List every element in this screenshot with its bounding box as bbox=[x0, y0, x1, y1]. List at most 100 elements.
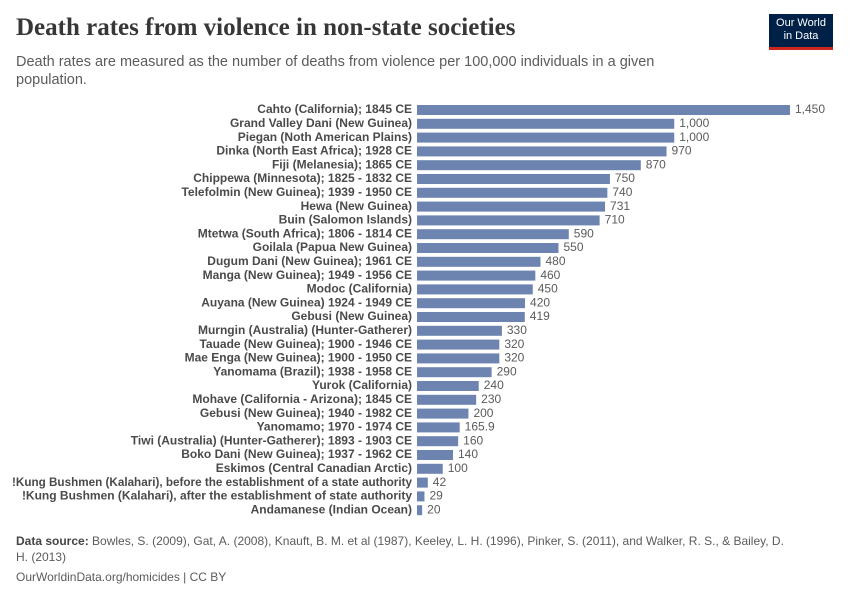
category-label: Gebusi (New Guinea); 1940 - 1982 CE bbox=[200, 406, 412, 420]
category-label: Piegan (Noth American Plains) bbox=[238, 130, 412, 144]
category-label: Yanomamo; 1970 - 1974 CE bbox=[257, 420, 412, 434]
bar bbox=[417, 381, 479, 391]
category-label: Murngin (Australia) (Hunter-Gatherer) bbox=[198, 323, 412, 337]
category-label: Manga (New Guinea); 1949 - 1956 CE bbox=[203, 268, 412, 282]
value-label: 710 bbox=[605, 213, 625, 227]
category-label: Goilala (Papua New Guinea) bbox=[253, 240, 412, 254]
value-label: 320 bbox=[504, 351, 524, 365]
category-label: Boko Dani (New Guinea); 1937 - 1962 CE bbox=[181, 447, 412, 461]
value-label: 20 bbox=[427, 502, 441, 516]
value-label: 870 bbox=[646, 157, 666, 171]
bar bbox=[417, 463, 443, 474]
value-label: 140 bbox=[458, 447, 478, 461]
bar bbox=[417, 477, 428, 488]
value-label: 731 bbox=[610, 199, 630, 213]
logo-text: in Data bbox=[783, 30, 819, 42]
bar bbox=[417, 105, 790, 115]
value-label: 550 bbox=[563, 240, 583, 254]
value-label: 1,450 bbox=[795, 102, 825, 116]
value-label: 165.9 bbox=[465, 420, 495, 434]
source-label: Data source: bbox=[16, 534, 89, 548]
footer-link[interactable]: OurWorldinData.org/homicides | CC BY bbox=[16, 570, 227, 584]
source: Data source: Bowles, S. (2009), Gat, A. … bbox=[16, 533, 796, 565]
bar bbox=[417, 436, 459, 447]
source-text: Bowles, S. (2009), Gat, A. (2008), Knauf… bbox=[16, 534, 784, 564]
value-label: 240 bbox=[484, 378, 504, 392]
category-label: Hewa (New Guinea) bbox=[301, 199, 412, 213]
category-label: Tauade (New Guinea); 1900 - 1946 CE bbox=[199, 337, 412, 351]
bar bbox=[417, 215, 600, 226]
bar bbox=[417, 450, 454, 460]
category-label: Chippewa (Minnesota); 1825 - 1832 CE bbox=[193, 171, 412, 185]
bar bbox=[417, 339, 500, 350]
category-label: Modoc (California) bbox=[307, 282, 412, 296]
bar bbox=[417, 160, 641, 171]
bar bbox=[417, 394, 477, 405]
value-label: 100 bbox=[448, 461, 468, 475]
value-label: 320 bbox=[504, 337, 524, 351]
bar bbox=[417, 491, 425, 502]
value-label: 460 bbox=[540, 268, 560, 282]
logo[interactable]: Our World in Data bbox=[769, 14, 833, 50]
bar bbox=[417, 298, 526, 309]
value-label: 480 bbox=[545, 254, 565, 268]
category-label: Andamanese (Indian Ocean) bbox=[251, 502, 412, 516]
value-label: 970 bbox=[672, 144, 692, 158]
category-label: Mtetwa (South Africa); 1806 - 1814 CE bbox=[198, 226, 412, 240]
value-label: 29 bbox=[429, 489, 443, 503]
bar bbox=[417, 229, 569, 240]
chart-title: Death rates from violence in non-state s… bbox=[16, 14, 516, 41]
bar bbox=[417, 187, 608, 198]
category-label: Mohave (California - Arizona); 1845 CE bbox=[192, 392, 412, 406]
category-label: Auyana (New Guinea) 1924 - 1949 CE bbox=[201, 295, 412, 309]
category-label: Tiwi (Australia) (Hunter-Gatherer); 1893… bbox=[131, 433, 412, 447]
bar bbox=[417, 422, 460, 433]
bar bbox=[417, 505, 423, 516]
value-label: 330 bbox=[507, 323, 527, 337]
value-label: 1,000 bbox=[679, 130, 709, 144]
value-label: 200 bbox=[473, 406, 493, 420]
bar bbox=[417, 174, 610, 184]
bar bbox=[417, 146, 667, 157]
category-label: Mae Enga (New Guinea); 1900 - 1950 CE bbox=[185, 351, 412, 365]
category-label: Buin (Salomon Islands) bbox=[279, 213, 412, 227]
value-label: 590 bbox=[574, 226, 594, 240]
chart: Cahto (California); 1845 CE 1,450 Grand Va… bbox=[12, 102, 825, 516]
category-label: Yurok (California) bbox=[312, 378, 412, 392]
value-label: 420 bbox=[530, 295, 550, 309]
category-label: Eskimos (Central Canadian Arctic) bbox=[216, 461, 412, 475]
value-label: 160 bbox=[463, 433, 483, 447]
value-label: 740 bbox=[612, 185, 632, 199]
category-label: Telefolmin (New Guinea); 1939 - 1950 CE bbox=[181, 185, 412, 199]
category-label: Cahto (California); 1845 CE bbox=[257, 102, 412, 116]
bar bbox=[417, 132, 675, 143]
bar bbox=[417, 243, 559, 253]
bar bbox=[417, 270, 536, 281]
bar bbox=[417, 408, 469, 419]
bar bbox=[417, 325, 502, 336]
bar bbox=[417, 367, 492, 378]
value-label: 230 bbox=[481, 392, 501, 406]
category-label: !Kung Bushmen (Kalahari), after the esta… bbox=[22, 489, 412, 503]
category-label: !Kung Bushmen (Kalahari), before the est… bbox=[12, 475, 412, 489]
category-label: Dugum Dani (New Guinea); 1961 CE bbox=[207, 254, 412, 268]
value-label: 450 bbox=[538, 282, 558, 296]
chart-subtitle: Death rates are measured as the number o… bbox=[16, 54, 655, 88]
value-label: 419 bbox=[530, 309, 550, 323]
bar bbox=[417, 201, 606, 212]
category-label: Gebusi (New Guinea) bbox=[291, 309, 412, 323]
category-label: Fiji (Melanesia); 1865 CE bbox=[272, 157, 412, 171]
bar bbox=[417, 118, 675, 129]
value-label: 750 bbox=[615, 171, 635, 185]
value-label: 290 bbox=[497, 364, 517, 378]
bar bbox=[417, 256, 541, 267]
category-label: Grand Valley Dani (New Guinea) bbox=[230, 116, 412, 130]
value-label: 1,000 bbox=[679, 116, 709, 130]
category-label: Yanomama (Brazil); 1938 - 1958 CE bbox=[213, 364, 412, 378]
bar bbox=[417, 353, 500, 364]
bar bbox=[417, 284, 533, 295]
logo-text: Our World bbox=[776, 17, 826, 29]
value-label: 42 bbox=[433, 475, 447, 489]
category-label: Dinka (North East Africa); 1928 CE bbox=[216, 144, 412, 158]
